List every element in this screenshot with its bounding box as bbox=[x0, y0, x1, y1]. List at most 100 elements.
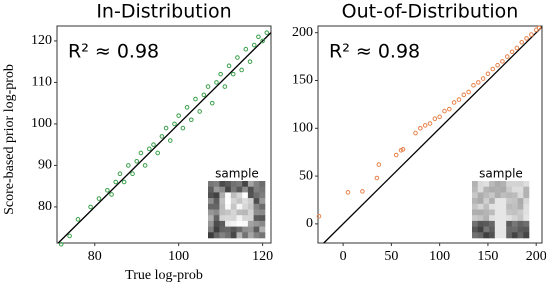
sample-pixel bbox=[225, 226, 232, 233]
sample-pixel bbox=[506, 181, 513, 187]
sample-pixel bbox=[225, 198, 232, 205]
sample-pixel bbox=[219, 192, 226, 199]
sample-pixel bbox=[483, 226, 490, 233]
y-tick-label: 120 bbox=[31, 33, 52, 48]
sample-pixel bbox=[500, 198, 507, 205]
sample-pixel bbox=[523, 209, 530, 216]
chart-title: Out-of-Distribution bbox=[342, 1, 519, 23]
sample-pixel bbox=[247, 209, 254, 216]
annotation: R² ≈ 0.98 bbox=[329, 41, 420, 63]
sample-pixel bbox=[213, 220, 220, 227]
sample-pixel bbox=[472, 215, 478, 222]
sample-pixel bbox=[242, 226, 249, 233]
sample-pixel bbox=[489, 198, 496, 205]
sample-pixel bbox=[489, 209, 496, 216]
point bbox=[316, 213, 322, 219]
sample-pixel bbox=[208, 209, 214, 216]
point bbox=[193, 96, 198, 102]
point bbox=[197, 109, 202, 114]
axes-frame bbox=[56, 25, 272, 244]
sample-pixel bbox=[236, 220, 243, 227]
sample-pixel bbox=[213, 181, 220, 187]
point bbox=[214, 80, 219, 85]
sample-pixel bbox=[236, 215, 243, 222]
point bbox=[442, 108, 447, 114]
sample-pixel bbox=[253, 226, 260, 233]
sample-pixel bbox=[247, 215, 254, 222]
sample-pixel bbox=[259, 232, 266, 239]
point bbox=[151, 142, 156, 147]
sample-pixel bbox=[213, 186, 220, 193]
sample-pixel bbox=[500, 220, 507, 227]
sample-pixel bbox=[236, 209, 243, 216]
point bbox=[495, 62, 500, 68]
sample-pixel bbox=[489, 181, 496, 187]
sample-pixel bbox=[511, 215, 518, 222]
point bbox=[500, 59, 505, 64]
y-tick-label: 110 bbox=[32, 75, 52, 90]
sample-pixel bbox=[494, 220, 501, 227]
sample-pixel bbox=[523, 226, 530, 233]
point bbox=[167, 138, 173, 143]
point bbox=[461, 92, 467, 98]
point bbox=[345, 190, 351, 195]
point bbox=[105, 188, 110, 193]
sample-pixel bbox=[242, 181, 249, 187]
sample-pixel bbox=[477, 226, 484, 233]
sample-pixel bbox=[219, 203, 226, 210]
sample-pixel bbox=[208, 215, 214, 222]
sample-pixel bbox=[523, 215, 530, 222]
x-tick-label: 150 bbox=[477, 249, 498, 264]
point bbox=[147, 146, 152, 152]
point bbox=[471, 82, 476, 88]
sample-pixel bbox=[500, 186, 507, 193]
sample-pixel bbox=[472, 232, 478, 239]
sample-pixel bbox=[500, 232, 507, 239]
sample-pixel bbox=[219, 186, 226, 193]
point bbox=[163, 125, 169, 131]
sample-pixel bbox=[483, 203, 490, 210]
sample-pixel bbox=[219, 215, 226, 222]
point bbox=[180, 125, 186, 131]
point bbox=[96, 196, 102, 201]
sample-pixel bbox=[213, 198, 220, 205]
sample-pixel bbox=[247, 181, 254, 187]
sample-pixel bbox=[259, 226, 266, 233]
sample-pixel bbox=[472, 186, 478, 193]
point bbox=[509, 49, 515, 55]
sample-pixel bbox=[483, 186, 490, 193]
sample-pixel bbox=[225, 192, 232, 199]
sample-pixel bbox=[242, 198, 249, 205]
sample-pixel bbox=[483, 198, 490, 205]
sample-pixel bbox=[477, 232, 484, 239]
sample-pixel bbox=[219, 226, 226, 233]
point bbox=[201, 92, 207, 98]
point bbox=[519, 39, 525, 45]
sample-pixel bbox=[236, 232, 243, 239]
sample-pixel bbox=[247, 186, 254, 193]
x-tick-label: 50 bbox=[384, 249, 398, 264]
sample-pixel bbox=[253, 232, 260, 239]
sample-pixel bbox=[523, 192, 530, 199]
sample-pixel bbox=[225, 181, 232, 187]
sample-pixel bbox=[506, 215, 513, 222]
sample-pixel bbox=[483, 215, 490, 222]
identity-line bbox=[323, 26, 543, 244]
sample-pixel bbox=[477, 181, 484, 187]
point bbox=[159, 134, 165, 139]
sample-pixel bbox=[472, 203, 478, 210]
x-tick-label: 100 bbox=[429, 249, 450, 264]
sample-pixel bbox=[208, 203, 214, 210]
point bbox=[130, 171, 135, 177]
sample-pixel bbox=[236, 226, 243, 233]
sample-pixel bbox=[517, 232, 524, 239]
x-axis-label: True log-prob bbox=[125, 268, 203, 283]
sample-pixel bbox=[247, 232, 254, 239]
sample-pixel bbox=[242, 232, 249, 239]
sample-pixel bbox=[242, 215, 249, 222]
point bbox=[75, 217, 81, 222]
sample-pixel bbox=[213, 215, 220, 222]
chart-title: In-Distribution bbox=[96, 1, 231, 23]
sample-pixel bbox=[511, 186, 518, 193]
